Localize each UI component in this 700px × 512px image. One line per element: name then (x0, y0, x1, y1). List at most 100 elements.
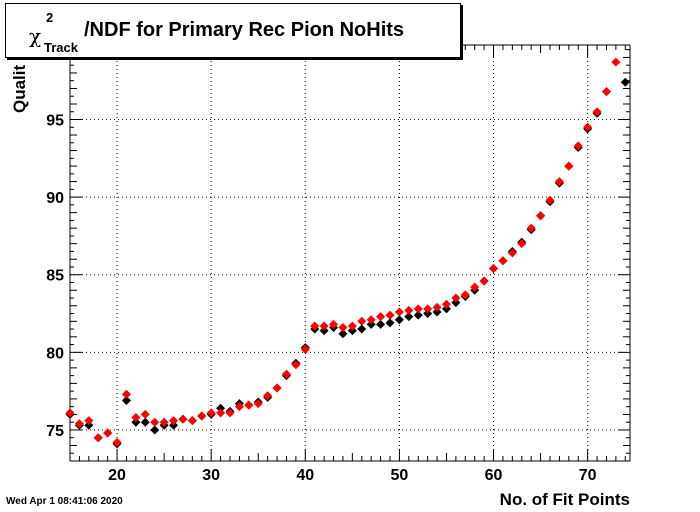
data-point-red (329, 319, 339, 329)
data-point-red (394, 307, 404, 317)
data-point-red (423, 304, 433, 314)
data-point-black (620, 77, 630, 87)
data-point-red (93, 433, 103, 443)
data-point-red (159, 417, 169, 427)
data-point-black (451, 298, 461, 308)
y-tick-label: 90 (46, 190, 64, 207)
data-point-red (554, 177, 564, 187)
data-point-red (357, 316, 367, 326)
y-tick-label: 95 (46, 113, 64, 130)
data-point-red (272, 383, 282, 393)
data-point-red (216, 408, 226, 418)
data-point-red (121, 389, 131, 399)
data-point-red (479, 276, 489, 286)
data-point-red (517, 239, 527, 249)
data-point-red (470, 282, 480, 292)
data-point-black (423, 309, 433, 319)
data-point-red (131, 413, 141, 423)
data-point-black (376, 319, 386, 329)
data-point-red (338, 323, 348, 333)
data-point-black (413, 310, 423, 320)
data-point-red (347, 321, 357, 331)
x-tick-label: 30 (202, 467, 220, 484)
data-point-red (498, 256, 508, 266)
data-point-red (169, 416, 179, 426)
chart-title: /NDF for Primary Rec Pion NoHits (84, 19, 405, 41)
data-point-red (263, 391, 273, 401)
data-point-red (225, 408, 235, 418)
data-point-black (150, 425, 160, 435)
data-point-red (404, 305, 414, 315)
data-point-red (451, 293, 461, 303)
data-point-red (197, 411, 207, 421)
data-point-red (611, 57, 621, 67)
data-point-red (545, 195, 555, 205)
data-point-red (253, 399, 263, 409)
data-point-red (206, 408, 216, 418)
y-axis-title: Qualit (10, 64, 29, 113)
data-point-red (281, 369, 291, 379)
data-point-red (489, 264, 499, 274)
data-point-black (347, 326, 357, 336)
data-point-black (404, 312, 414, 322)
data-points (65, 57, 630, 449)
y-tick-label: 75 (46, 423, 64, 440)
data-point-red (103, 428, 113, 438)
data-point-red (234, 402, 244, 412)
data-point-black (357, 324, 367, 334)
data-point-red (244, 400, 254, 410)
data-point-red (376, 312, 386, 322)
data-point-red (187, 416, 197, 426)
title-box: χ 2 Track /NDF for Primary Rec Pion NoHi… (5, 3, 461, 58)
data-point-red (507, 248, 517, 258)
data-point-red (74, 419, 84, 429)
data-point-red (150, 417, 160, 427)
y-tick-label: 85 (46, 268, 64, 285)
data-point-red (432, 302, 442, 312)
data-point-black (319, 326, 329, 336)
data-point-red (564, 161, 574, 171)
data-point-black (338, 329, 348, 339)
plot-frame (69, 44, 631, 462)
data-point-red (385, 310, 395, 320)
data-point-red (178, 414, 188, 424)
timestamp: Wed Apr 1 08:41:06 2020 (6, 496, 123, 507)
x-tick-label: 50 (391, 467, 409, 484)
x-tick-label: 20 (108, 467, 126, 484)
data-point-red (366, 315, 376, 325)
data-point-black (140, 417, 150, 427)
data-point-black (84, 420, 94, 430)
x-tick-label: 60 (485, 467, 503, 484)
chi-symbol: χ (29, 24, 42, 48)
data-point-red (536, 211, 546, 221)
data-point-black (441, 304, 451, 314)
data-point-red (583, 122, 593, 132)
data-point-red (140, 409, 150, 419)
title-subscript: Track (44, 40, 78, 55)
data-point-red (413, 304, 423, 314)
data-point-red (310, 321, 320, 331)
x-axis-title: No. of Fit Points (499, 490, 630, 509)
data-point-red (441, 299, 451, 309)
data-point-red (300, 344, 310, 354)
data-point-black (394, 315, 404, 325)
data-point-red (573, 141, 583, 151)
x-tick-label: 70 (579, 467, 597, 484)
data-point-black (131, 417, 141, 427)
tick-labels: 20 30 40 50 60 70 75 80 85 90 95 (46, 113, 596, 484)
x-tick-label: 40 (296, 467, 314, 484)
data-point-red (65, 408, 75, 418)
data-point-red (291, 360, 301, 370)
data-point-red (319, 321, 329, 331)
data-point-red (592, 107, 602, 117)
data-point-black (366, 319, 376, 329)
y-tick-label: 80 (46, 345, 64, 362)
data-point-black (121, 395, 131, 405)
data-point-black (432, 307, 442, 317)
data-point-red (84, 416, 94, 426)
data-point-red (112, 437, 122, 447)
title-superscript: 2 (46, 10, 54, 25)
data-point-red (526, 223, 536, 233)
data-point-black (169, 420, 179, 430)
